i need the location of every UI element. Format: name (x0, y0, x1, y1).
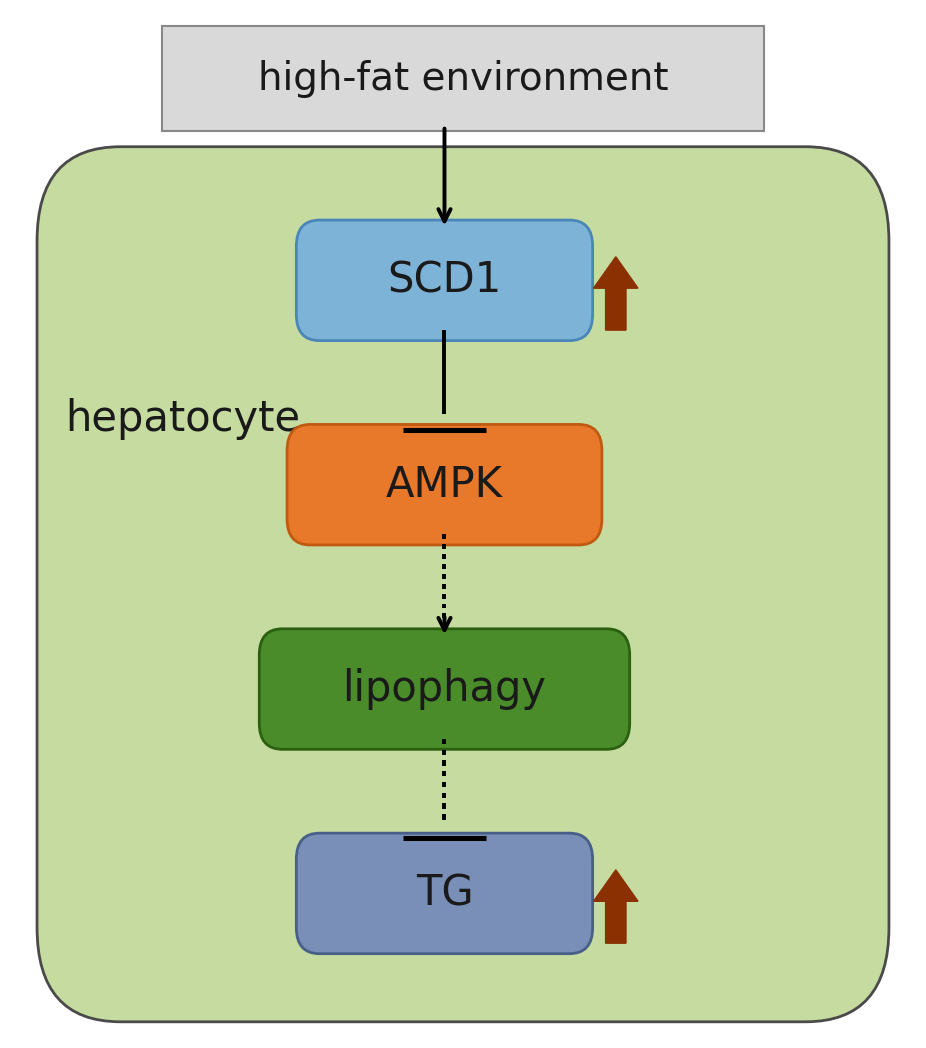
Text: SCD1: SCD1 (387, 259, 502, 302)
FancyBboxPatch shape (37, 147, 889, 1022)
FancyBboxPatch shape (162, 26, 764, 131)
Text: TG: TG (416, 872, 473, 915)
Text: lipophagy: lipophagy (343, 668, 546, 711)
Text: hepatocyte: hepatocyte (65, 398, 300, 440)
Polygon shape (594, 257, 638, 330)
FancyBboxPatch shape (259, 629, 630, 749)
FancyBboxPatch shape (287, 424, 602, 545)
FancyBboxPatch shape (296, 833, 593, 954)
FancyBboxPatch shape (296, 220, 593, 341)
Polygon shape (594, 870, 638, 943)
Text: AMPK: AMPK (386, 463, 503, 506)
Text: high-fat environment: high-fat environment (257, 60, 669, 97)
